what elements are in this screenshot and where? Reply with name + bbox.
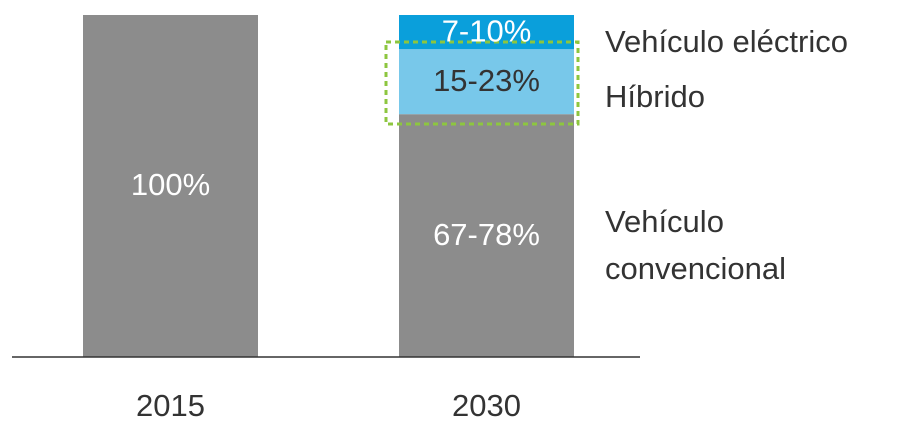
x-tick-label: 2015 xyxy=(136,388,205,421)
bar-segment xyxy=(399,49,574,115)
value-label: 15-23% xyxy=(433,63,540,98)
value-label: 100% xyxy=(131,167,210,202)
bar-segment xyxy=(399,114,574,358)
legend-label: Vehículo convencional xyxy=(605,204,786,286)
legend-label: Híbrido xyxy=(605,79,705,114)
value-label: 67-78% xyxy=(433,217,540,252)
bar-segment xyxy=(83,15,258,357)
highlight-box xyxy=(384,40,580,126)
legend-label: Vehículo eléctrico xyxy=(605,24,848,59)
x-tick-label: 2030 xyxy=(452,388,521,421)
value-label: 7-10% xyxy=(442,13,532,48)
